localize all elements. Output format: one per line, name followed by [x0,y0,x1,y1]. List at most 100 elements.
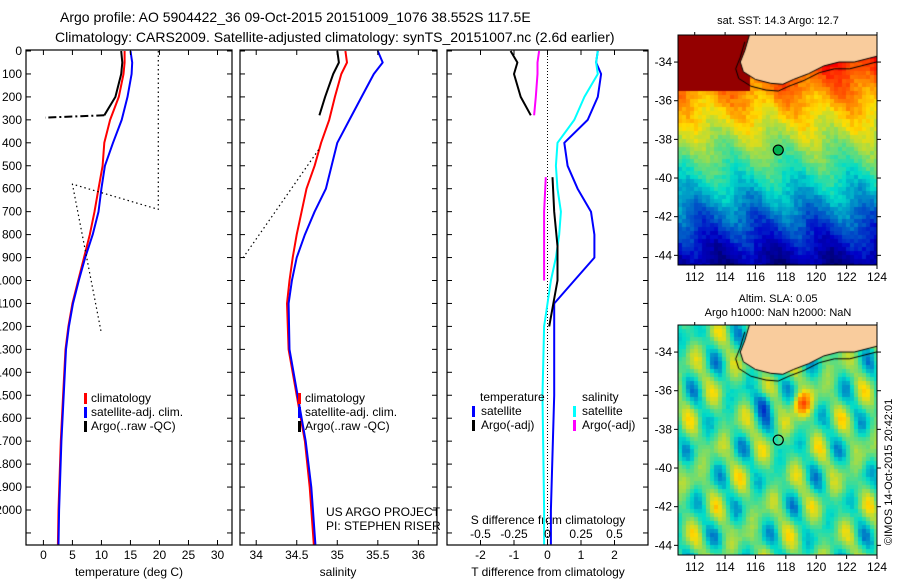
depth-tick-label: 600 [2,182,22,196]
series-argo-raw-qc- [103,50,124,116]
x-tick-label: 30 [211,548,225,562]
s-tick-label: 0.25 [569,527,593,541]
depth-tick-label: 900 [2,251,22,265]
x-tick-label: 35 [331,548,345,562]
x-tick-label: 25 [182,548,196,562]
map-lon-label: 124 [867,560,887,574]
s-tick-label: 0.5 [606,527,623,541]
x-tick-label: 2 [611,548,618,562]
map-lon-label: 114 [716,560,735,574]
series-argo-raw-qc- [318,50,340,116]
depth-tick-label: 1700 [0,434,22,448]
s-tick-label: -0.5 [470,527,491,541]
series-climatology [56,51,126,545]
legend-swatch [84,393,87,404]
map-lat-label: -42 [655,500,673,514]
x-tick-label: -2 [475,548,486,562]
map-lon-label: 122 [837,560,857,574]
map-lat-label: -40 [655,461,673,475]
depth-tick-label: 1800 [0,457,22,471]
depth-tick-label: 1100 [0,296,22,310]
map-lat-label: -34 [655,345,673,359]
depth-tick-label: 2000 [0,503,22,517]
series-s-argo-adj- [533,50,541,116]
s-diff-xlabel: S difference from climatology [471,513,626,527]
series-climatology [286,50,348,545]
map-lon-label: 116 [746,270,765,284]
map-frame [677,324,878,556]
series-satellite-adj-clim- [57,50,134,545]
x-tick-label: 0 [544,548,551,562]
map-lon-label: 120 [806,560,826,574]
argo-position-marker [772,144,784,156]
depth-tick-label: 800 [2,228,22,242]
legend-header-temperature: temperature [480,390,545,404]
legend-label: satellite [481,404,522,418]
legend-swatch [298,421,301,432]
legend-swatch [573,406,576,417]
plot-frame [25,49,233,546]
x-tick-label: 5 [69,548,76,562]
map-lon-label: 118 [776,560,795,574]
x-tick-label: 10 [95,548,109,562]
legend-swatch [573,420,576,431]
sla-map-title-2: Argo h1000: NaN h2000: NaN [705,307,852,319]
legend-swatch [84,421,87,432]
depth-tick-label: 200 [2,90,22,104]
depth-tick-label: 700 [2,205,22,219]
map-lat-label: -44 [655,248,673,262]
depth-tick-label: 1400 [0,365,22,379]
s-tick-label: -0.25 [500,527,528,541]
sla-map-field [678,325,877,555]
depth-tick-label: 1500 [0,388,22,402]
x-tick-label: 0 [40,548,47,562]
map-lat-label: -44 [655,538,673,552]
pi-annotation: PI: STEPHEN RISER [326,519,441,533]
sla-map-title: Altim. SLA: 0.05 [739,293,818,305]
depth-tick-label: 1200 [0,319,22,333]
map-lat-label: -34 [655,55,673,69]
depth-tick-label: 0 [15,44,22,58]
depth-tick-label: 100 [2,67,22,81]
project-annotation: US ARGO PROJECT [326,505,441,519]
legend-label: Argo(-adj) [582,418,635,432]
series-argo-bad-value [45,114,105,119]
x-tick-label: 34 [250,548,264,562]
title-line-2: Climatology: CARS2009. Satellite-adjuste… [55,29,615,45]
depth-tick-label: 1900 [0,480,22,494]
salinity-xlabel: salinity [320,565,357,579]
map-frame [677,34,878,266]
series-s-satellite [541,50,599,545]
depth-tick-label: 400 [2,136,22,150]
series-s-argo-lower [543,177,547,281]
map-lon-label: 112 [685,270,704,284]
legend-label: satellite-adj. clim. [305,405,397,419]
depth-tick-label: 1300 [0,342,22,356]
legend-label: Argo(-adj) [481,418,534,432]
x-tick-label: 15 [124,548,138,562]
x-tick-label: 35.5 [366,548,390,562]
map-lon-label: 124 [867,270,887,284]
legend-label: satellite [582,404,623,418]
series-t-satellite [549,50,603,545]
depth-tick-label: 300 [2,113,22,127]
depth-tick-label: 1600 [0,411,22,425]
map-lon-label: 116 [746,560,765,574]
legend-swatch [298,393,301,404]
series-argo-raw [242,149,320,258]
map-lat-label: -36 [655,384,673,398]
map-lon-label: 114 [716,270,735,284]
title-line-1: Argo profile: AO 5904422_36 09-Oct-2015 … [60,9,531,25]
argo-position-marker [772,434,784,446]
depth-tick-label: 1000 [0,274,22,288]
map-lat-label: -38 [655,132,673,146]
plot-frame [239,49,438,546]
map-lat-label: -40 [655,171,673,185]
x-tick-label: -1 [509,548,520,562]
legend-label: climatology [91,391,151,405]
sst-map-title: sat. SST: 14.3 Argo: 12.7 [717,15,839,27]
series-t-argo-adj- [509,50,532,116]
legend-header-salinity: salinity [582,390,619,404]
